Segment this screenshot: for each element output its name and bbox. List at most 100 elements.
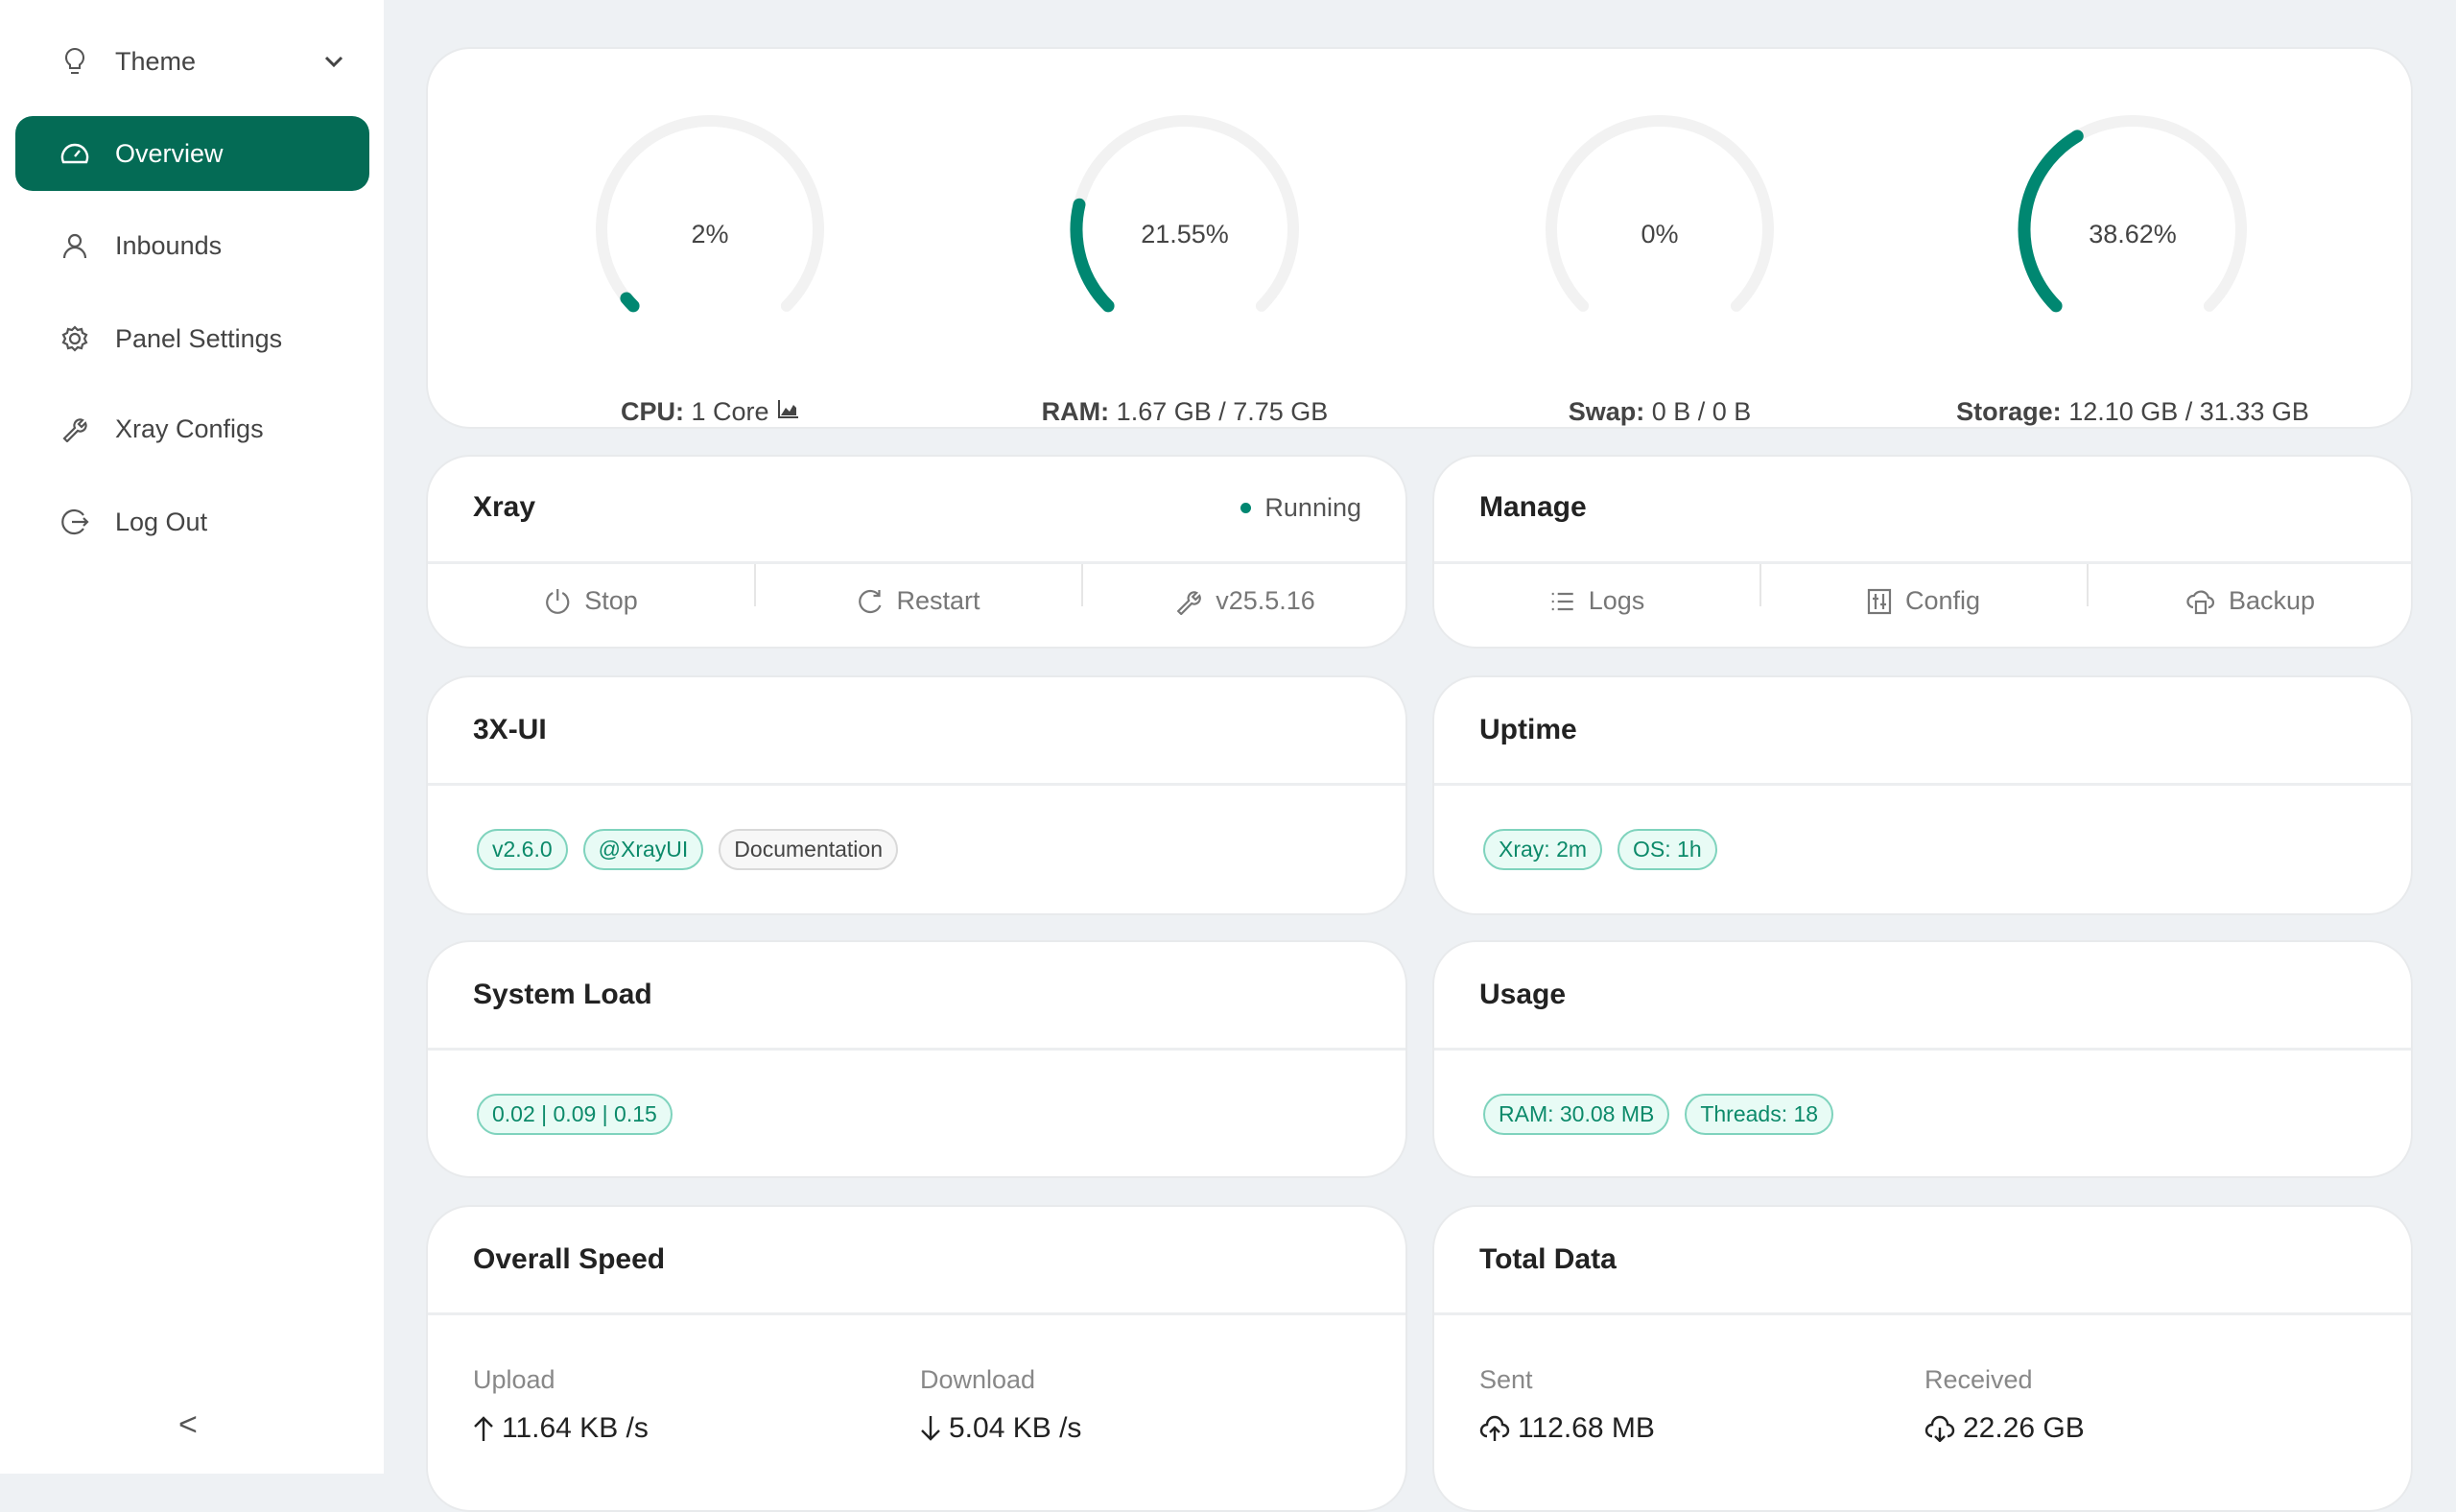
gauge-fill [2018, 130, 2084, 313]
gauge-fill [1070, 198, 1115, 313]
card-title: Overall Speed [473, 1243, 666, 1275]
upload-value: 11.64 KB /s [473, 1412, 649, 1445]
divider [428, 1048, 1405, 1051]
divider [428, 561, 1405, 564]
cloud-download-icon [1925, 1415, 1955, 1442]
sidebar: Theme Overview Inbounds Panel Settings X… [0, 0, 384, 1474]
upload-label: Upload [473, 1365, 555, 1394]
sidebar-item-label: Log Out [115, 507, 208, 536]
area-chart-icon[interactable] [776, 397, 799, 426]
collapse-sidebar-button[interactable]: < [178, 1406, 198, 1443]
divider [428, 1312, 1405, 1315]
stop-button[interactable]: Stop [544, 586, 638, 616]
list-icon [1551, 592, 1573, 610]
xray-uptime-tag: Xray: 2m [1483, 829, 1603, 870]
tool-icon [1176, 590, 1201, 615]
received-label: Received [1925, 1365, 2033, 1394]
theme-menu[interactable]: Theme [15, 24, 369, 99]
received-value: 22.26 GB [1925, 1412, 2085, 1445]
sent-text: 112.68 MB [1518, 1412, 1655, 1444]
cloud-upload-icon [1479, 1415, 1510, 1441]
os-uptime-tag: OS: 1h [1618, 829, 1717, 870]
button-label: Backup [2228, 586, 2316, 615]
reload-icon [859, 589, 882, 613]
divider [1434, 1312, 2411, 1315]
uptime-card: Uptime Xray: 2m OS: 1h [1432, 675, 2413, 915]
system-status-card: 2% 21.55% 0% 38.62% CPU: 1 Core RAM: 1.67 G… [426, 47, 2413, 429]
divider [754, 564, 756, 606]
panel-info-card: 3X-UI v2.6.0 @XrayUI Documentation [426, 675, 1407, 915]
button-label: Stop [584, 586, 638, 615]
power-icon [546, 588, 570, 614]
card-title: Manage [1479, 491, 1587, 523]
system-load-card: System Load 0.02 | 0.09 | 0.15 [426, 940, 1407, 1178]
arrow-down-icon [921, 1416, 940, 1441]
manage-card: Manage Logs Config Backup [1432, 455, 2413, 649]
divider [2087, 564, 2089, 606]
gauge: 0% [1516, 85, 1804, 373]
version-tag: v2.6.0 [477, 829, 568, 870]
divider [428, 783, 1405, 786]
chevron-down-icon [324, 56, 343, 67]
gauge-track [1546, 115, 1774, 312]
ram-label: RAM: 1.67 GB / 7.75 GB [897, 397, 1473, 427]
gauge-percent: 21.55% [1141, 220, 1229, 248]
cloud-server-icon [2186, 589, 2214, 614]
logout-icon [59, 507, 90, 537]
telegram-link-tag[interactable]: @XrayUI [582, 829, 704, 870]
divider [1759, 564, 1761, 606]
xray-version-button[interactable]: v25.5.16 [1175, 586, 1315, 616]
gauge-detail: 0 B / 0 B [1651, 397, 1752, 426]
threads-tag: Threads: 18 [1685, 1094, 1834, 1135]
status-text: Running [1264, 493, 1361, 522]
sent-value: 112.68 MB [1479, 1412, 1655, 1445]
gear-icon [59, 323, 90, 354]
gauge-track [596, 115, 824, 312]
card-title: System Load [473, 979, 652, 1010]
button-label: Logs [1588, 586, 1645, 615]
gauge-name: Swap: [1568, 397, 1645, 426]
overall-speed-card: Overall Speed Upload 11.64 KB /s Downloa… [426, 1205, 1407, 1512]
ram-usage-tag: RAM: 30.08 MB [1483, 1094, 1670, 1135]
bulb-icon [59, 46, 90, 77]
card-title: Total Data [1479, 1243, 1617, 1275]
arrow-up-icon [474, 1416, 493, 1441]
gauge: 2% [566, 85, 854, 373]
control-icon [1867, 588, 1892, 614]
cpu-label: CPU: 1 Core [428, 397, 998, 427]
received-text: 22.26 GB [1963, 1412, 2085, 1444]
button-label: v25.5.16 [1216, 586, 1315, 615]
sidebar-item-inbounds[interactable]: Inbounds [15, 208, 369, 283]
logs-button[interactable]: Logs [1550, 586, 1645, 616]
usage-card: Usage RAM: 30.08 MB Threads: 18 [1432, 940, 2413, 1178]
upload-text: 11.64 KB /s [502, 1412, 649, 1444]
gauge: 21.55% [1041, 85, 1329, 373]
storage-label: Storage: 12.10 GB / 31.33 GB [1845, 397, 2411, 427]
gauge-name: CPU: [620, 397, 684, 426]
config-button[interactable]: Config [1867, 586, 1980, 616]
gauge-track [1071, 115, 1299, 312]
card-title: Xray [473, 491, 536, 523]
gauge-percent: 0% [1641, 220, 1679, 248]
restart-button[interactable]: Restart [856, 586, 980, 616]
dashboard-icon [59, 138, 90, 169]
backup-button[interactable]: Backup [2186, 586, 2315, 616]
button-label: Config [1904, 586, 1981, 615]
sidebar-item-label: Panel Settings [115, 323, 283, 353]
gauge-detail: 1 Core [691, 397, 769, 426]
sidebar-item-overview[interactable]: Overview [15, 116, 369, 191]
sidebar-item-log-out[interactable]: Log Out [15, 484, 369, 559]
divider [1434, 783, 2411, 786]
gauge-detail: 1.67 GB / 7.75 GB [1116, 397, 1329, 426]
wrench-icon [59, 413, 90, 444]
card-title: 3X-UI [473, 714, 547, 745]
gauge-detail: 12.10 GB / 31.33 GB [2068, 397, 2309, 426]
documentation-link-tag[interactable]: Documentation [719, 829, 898, 870]
divider [1434, 561, 2411, 564]
swap-label: Swap: 0 B / 0 B [1372, 397, 1948, 427]
user-icon [59, 230, 90, 261]
sidebar-item-panel-settings[interactable]: Panel Settings [15, 301, 369, 376]
gauge: 38.62% [1989, 85, 2277, 373]
sidebar-item-xray-configs[interactable]: Xray Configs [15, 391, 369, 466]
card-title: Uptime [1479, 714, 1577, 745]
